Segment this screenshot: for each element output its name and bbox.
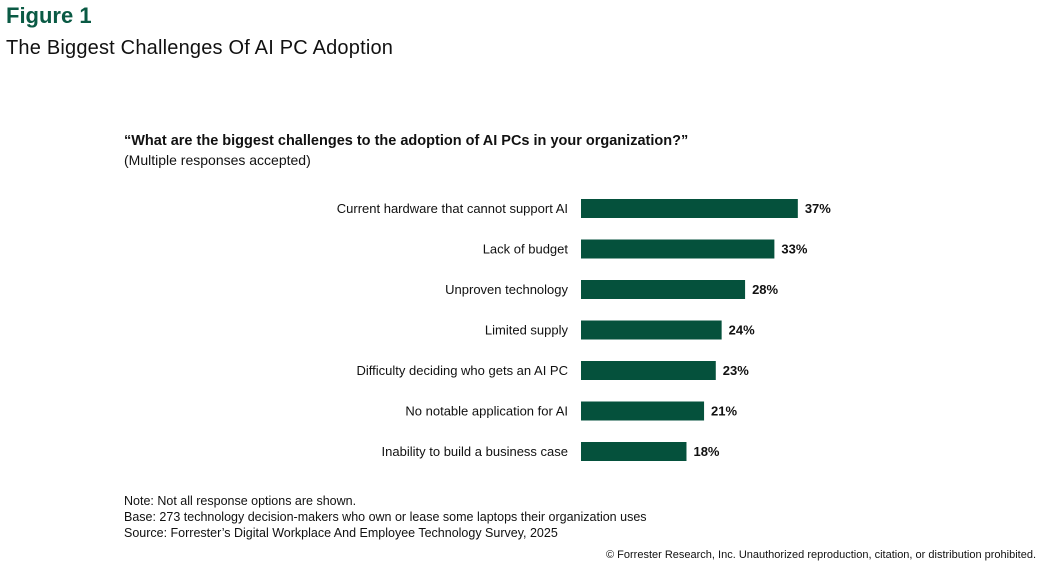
- value-label: 21%: [711, 404, 737, 419]
- note-line: Note: Not all response options are shown…: [124, 494, 357, 508]
- figure-title: The Biggest Challenges Of AI PC Adoption: [6, 37, 394, 59]
- bar: [581, 199, 798, 218]
- copyright: © Forrester Research, Inc. Unauthorized …: [606, 549, 1036, 561]
- base-line: Base: 273 technology decision-makers who…: [124, 510, 647, 524]
- value-label: 24%: [729, 323, 755, 338]
- bar: [581, 401, 705, 421]
- figure-label: Figure 1: [6, 3, 92, 28]
- category-label: Unproven technology: [445, 282, 568, 297]
- bar: [581, 280, 746, 299]
- value-label: 28%: [752, 282, 778, 297]
- value-label: 33%: [781, 242, 807, 257]
- category-label: Current hardware that cannot support AI: [337, 201, 568, 216]
- bar: [581, 320, 722, 340]
- chart-question: “What are the biggest challenges to the …: [124, 133, 689, 149]
- category-label: Difficulty deciding who gets an AI PC: [357, 363, 569, 378]
- bar: [581, 239, 775, 259]
- chart-subtitle: (Multiple responses accepted): [124, 152, 311, 168]
- category-label: Limited supply: [485, 323, 569, 338]
- bar: [581, 361, 716, 380]
- notes: Note: Not all response options are shown…: [124, 493, 647, 541]
- category-label: Lack of budget: [483, 242, 569, 257]
- value-label: 23%: [723, 363, 749, 378]
- bar: [581, 442, 687, 461]
- category-label: Inability to build a business case: [382, 444, 568, 459]
- value-label: 37%: [805, 201, 831, 216]
- value-label: 18%: [693, 444, 719, 459]
- source-line: Source: Forrester’s Digital Workplace An…: [124, 526, 558, 540]
- category-label: No notable application for AI: [405, 404, 568, 419]
